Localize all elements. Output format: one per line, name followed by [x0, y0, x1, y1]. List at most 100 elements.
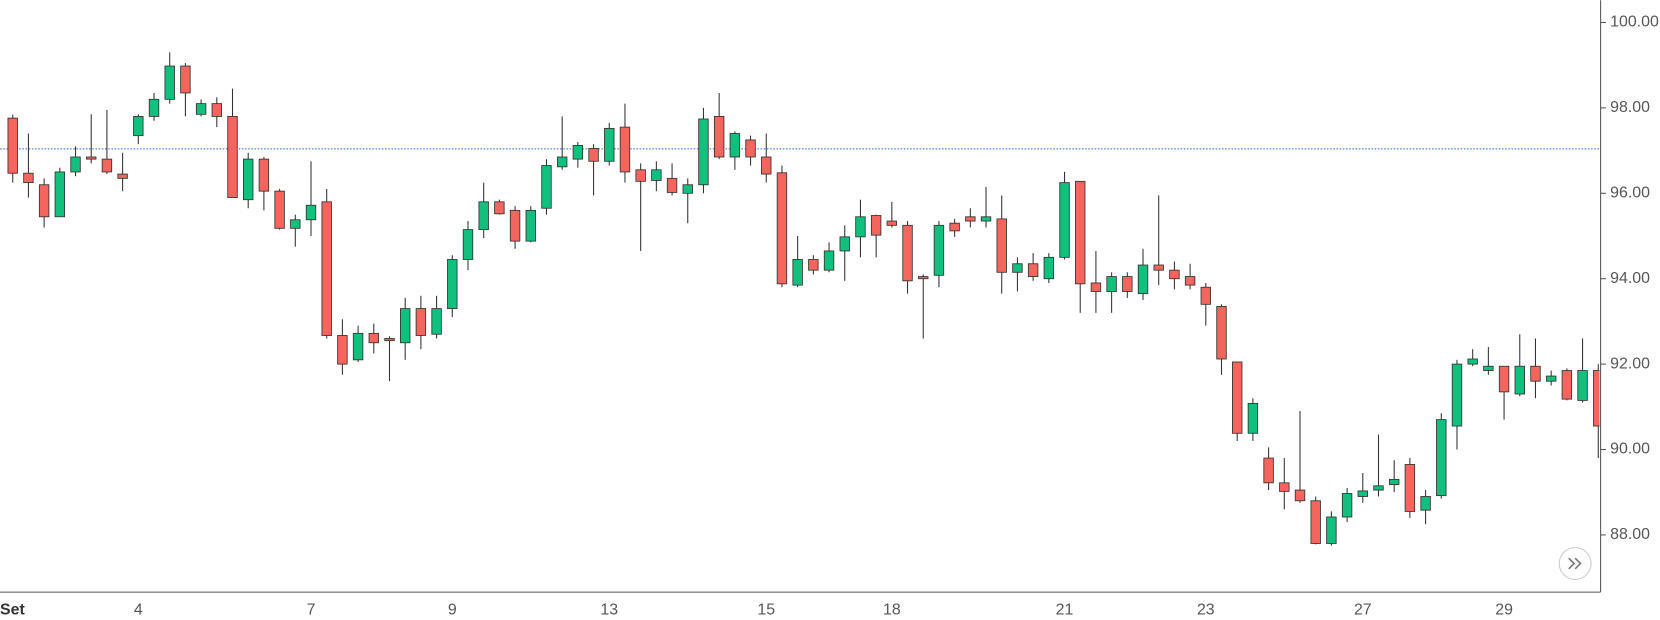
candle-body	[1294, 489, 1306, 502]
candle-body	[321, 201, 332, 336]
candle-body	[227, 116, 238, 198]
candle-body	[839, 236, 850, 252]
candle-body	[70, 156, 81, 173]
candle-body	[258, 158, 270, 192]
candle-body	[1169, 269, 1180, 280]
candle-body	[556, 156, 568, 168]
y-tick-label: 88.00	[1610, 526, 1650, 543]
candle-body	[713, 116, 725, 158]
y-tick-label: 94.00	[1610, 270, 1650, 287]
candle-body	[1247, 402, 1259, 434]
candle-body	[1043, 256, 1055, 280]
candle-body	[399, 308, 411, 344]
y-tick-label: 90.00	[1610, 441, 1650, 458]
candle-body	[792, 259, 803, 286]
candle-body	[1388, 478, 1400, 485]
candle-body	[1153, 264, 1164, 271]
candle-body	[54, 171, 66, 218]
candle-body	[384, 338, 395, 342]
candle-body	[1310, 500, 1321, 544]
candle-body	[1279, 482, 1290, 492]
candle-body	[1436, 419, 1447, 497]
candle-body	[1137, 264, 1149, 295]
plot-area	[0, 52, 1600, 546]
candle-body	[808, 259, 819, 271]
candle-body	[337, 335, 348, 365]
x-tick-label: 15	[757, 601, 775, 618]
candle-body	[1216, 306, 1227, 360]
x-tick-label: 7	[307, 601, 316, 618]
candle-body	[180, 65, 191, 94]
candle-body	[1075, 180, 1086, 285]
candle-body	[1059, 182, 1070, 258]
candle-body	[572, 145, 584, 160]
y-tick-label: 96.00	[1610, 184, 1650, 201]
candle-body	[604, 127, 615, 162]
candle-body	[274, 190, 285, 229]
candle-body	[886, 220, 898, 226]
x-tick-label: 21	[1056, 601, 1074, 618]
candle-body	[682, 184, 693, 194]
candle-body	[509, 209, 521, 242]
candle-body	[431, 308, 442, 335]
x-tick-label: 13	[600, 601, 618, 618]
candle-body	[1483, 365, 1494, 371]
candle-body	[635, 169, 646, 182]
candle-body	[698, 118, 709, 186]
candle-body	[447, 259, 458, 310]
candle-body	[38, 184, 50, 218]
candle-body	[1404, 464, 1416, 512]
candle-body	[164, 65, 175, 100]
y-tick-label: 98.00	[1610, 99, 1650, 116]
candle-body	[855, 216, 866, 238]
candle-body	[368, 332, 379, 344]
candle-body	[133, 116, 144, 137]
x-tick-label: Set	[0, 601, 25, 618]
candle-body	[1357, 490, 1368, 497]
candle-body	[761, 156, 772, 175]
candle-body	[1184, 276, 1196, 286]
candle-body	[1122, 276, 1133, 292]
x-tick-label: 18	[883, 601, 901, 618]
candle-body	[933, 224, 945, 276]
candle-body	[1498, 365, 1510, 393]
candle-body	[211, 103, 223, 117]
candle-body	[494, 201, 505, 215]
y-tick-label: 92.00	[1610, 355, 1650, 372]
candle-body	[1232, 361, 1243, 434]
x-tick-label: 4	[134, 601, 143, 618]
candle-body	[1420, 496, 1431, 511]
candle-body	[1263, 457, 1274, 484]
candle-body	[148, 98, 160, 117]
x-tick-label: 23	[1197, 601, 1215, 618]
candle-body	[1090, 282, 1102, 292]
candle-body	[918, 276, 929, 280]
candle-body	[1514, 365, 1525, 395]
candle-body	[1467, 358, 1478, 365]
candle-body	[478, 201, 489, 231]
candle-body	[541, 165, 552, 209]
axes: 88.00 90.00 92.00 94.00 96.00 98.00 100.00 Set 4…	[0, 14, 1659, 619]
candle-body	[1373, 485, 1384, 491]
candle-body	[525, 209, 536, 242]
x-tick-label: 29	[1495, 601, 1513, 618]
scroll-button[interactable]	[1558, 547, 1592, 580]
candle-body	[776, 172, 788, 285]
candle-body	[870, 215, 882, 236]
x-tick-label: 9	[448, 601, 457, 618]
x-tick-label: 27	[1354, 601, 1372, 618]
candle-body	[1027, 263, 1039, 277]
candle-body	[195, 103, 207, 115]
candle-body	[965, 216, 976, 222]
candle-body	[1341, 493, 1353, 518]
candle-body	[1200, 286, 1212, 305]
candle-body	[996, 218, 1007, 273]
candle-body	[1012, 263, 1023, 273]
candle-body	[729, 133, 741, 158]
candle-body	[86, 156, 97, 160]
scroll-button-icon[interactable]	[1568, 557, 1582, 570]
candle-body	[1451, 363, 1463, 427]
candle-body	[415, 308, 427, 336]
candle-body	[290, 219, 301, 229]
